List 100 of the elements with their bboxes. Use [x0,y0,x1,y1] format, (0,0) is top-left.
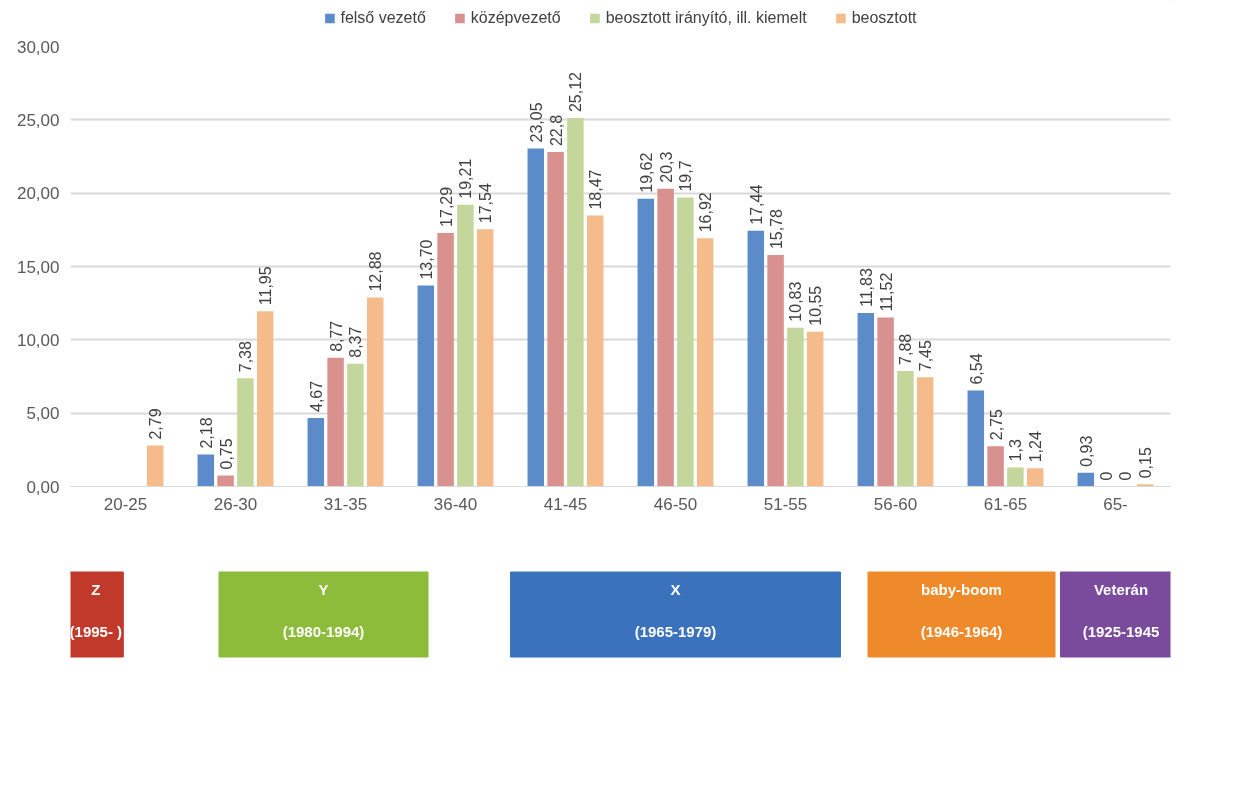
y-tick-label: 5,00 [26,404,60,424]
bar [767,255,784,487]
text: (1965-1979) [634,623,717,640]
bar [806,331,824,487]
bar [417,285,435,487]
y-tick-label: 10,00 [16,330,60,350]
data-label: 2,75 [987,408,1005,441]
text: baby-boom [921,580,1002,598]
y-tick-label: 0,00 [26,477,60,497]
data-label: 17,44 [747,184,765,225]
data-label: 1,3 [1007,439,1025,462]
bar [146,445,164,487]
bar [476,229,494,487]
data-label: 7,88 [897,333,915,365]
data-label: 2,18 [197,417,215,449]
text: X [670,580,681,598]
bar [217,475,234,487]
legend-label: középvezető [470,9,561,27]
bar [916,377,934,487]
bar [1077,472,1095,487]
bar [987,446,1004,487]
bar [747,230,765,487]
data-label: 11,83 [857,268,875,307]
data-label: 23,05 [527,102,545,143]
bar [787,327,804,487]
data-label: 16,92 [697,192,715,233]
bar [457,204,474,487]
data-label: 17,54 [477,183,495,224]
data-label: 25,12 [567,71,585,113]
x-tick-label: 56-60 [873,494,918,514]
bar [237,378,254,487]
data-label: 8,77 [327,320,345,352]
bar [897,370,914,487]
bar [437,232,454,487]
data-label: 0,93 [1077,435,1095,467]
data-label: 12,88 [367,251,385,292]
data-label: 19,21 [457,158,475,199]
bar [857,312,875,487]
x-tick-label: 61-65 [983,494,1028,514]
data-label: 6,54 [967,353,985,385]
data-label: 15,78 [767,208,785,250]
x-tick-label: 51-55 [763,494,808,514]
y-tick-label: 20,00 [16,184,60,204]
bar [1026,468,1044,487]
data-label: 0,15 [1137,447,1155,479]
data-label: 0,75 [217,438,235,470]
data-label: 17,29 [437,186,455,227]
text: Veterán [1093,580,1149,598]
bar [696,238,714,487]
bar [567,118,584,487]
bar [586,215,604,487]
data-label: 8,37 [347,326,365,358]
text: (1925-1945 [1082,623,1160,640]
legend-label: beosztott [851,9,917,27]
data-label: 13,70 [417,239,435,280]
data-label: 0 [1117,471,1135,481]
x-tick-label: 26-30 [213,494,258,514]
x-tick-label: 41-45 [543,494,588,514]
bar [677,197,694,487]
legend-label: beosztott irányító, ill. kiemelt [605,9,807,27]
x-tick-label: 36-40 [433,494,478,514]
y-tick-label: 25,00 [16,110,60,130]
bar [197,454,215,487]
text: (1946-1964) [920,623,1003,640]
bar [527,148,545,487]
data-label: 10,55 [807,285,825,326]
data-label: 11,95 [257,266,275,306]
data-label: 4,67 [307,380,325,413]
bar [256,311,274,487]
bar [1007,467,1024,487]
data-label: 19,7 [677,160,695,192]
data-label: 1,24 [1027,431,1045,463]
x-tick-label: 46-50 [653,494,698,514]
x-tick-label: 31-35 [323,494,368,514]
data-label: 22,8 [547,114,565,147]
bar [347,363,364,487]
bar [307,418,325,487]
y-tick-label: 15,00 [16,257,60,277]
bar [637,198,655,487]
text: (1995- ) [69,623,123,640]
bar [547,152,564,487]
data-label: 2,79 [147,408,165,440]
data-label: 11,52 [877,272,895,312]
bar [967,390,985,487]
data-label: 7,45 [917,339,935,372]
x-tick-label: 20-25 [103,494,148,514]
data-label: 20,3 [657,151,675,183]
data-label: 7,38 [237,341,255,373]
text: Z [91,580,101,598]
x-tick-label: 65- [1103,494,1128,514]
text: Y [318,580,329,598]
data-label: 0 [1097,471,1115,481]
data-label: 18,47 [587,169,605,210]
text: (1980-1994) [282,623,365,640]
data-label: 10,83 [787,281,805,322]
bar [327,357,344,487]
bar [366,297,384,487]
data-label: 19,62 [637,152,655,193]
bar [877,317,894,487]
y-tick-label: 30,00 [16,37,60,57]
